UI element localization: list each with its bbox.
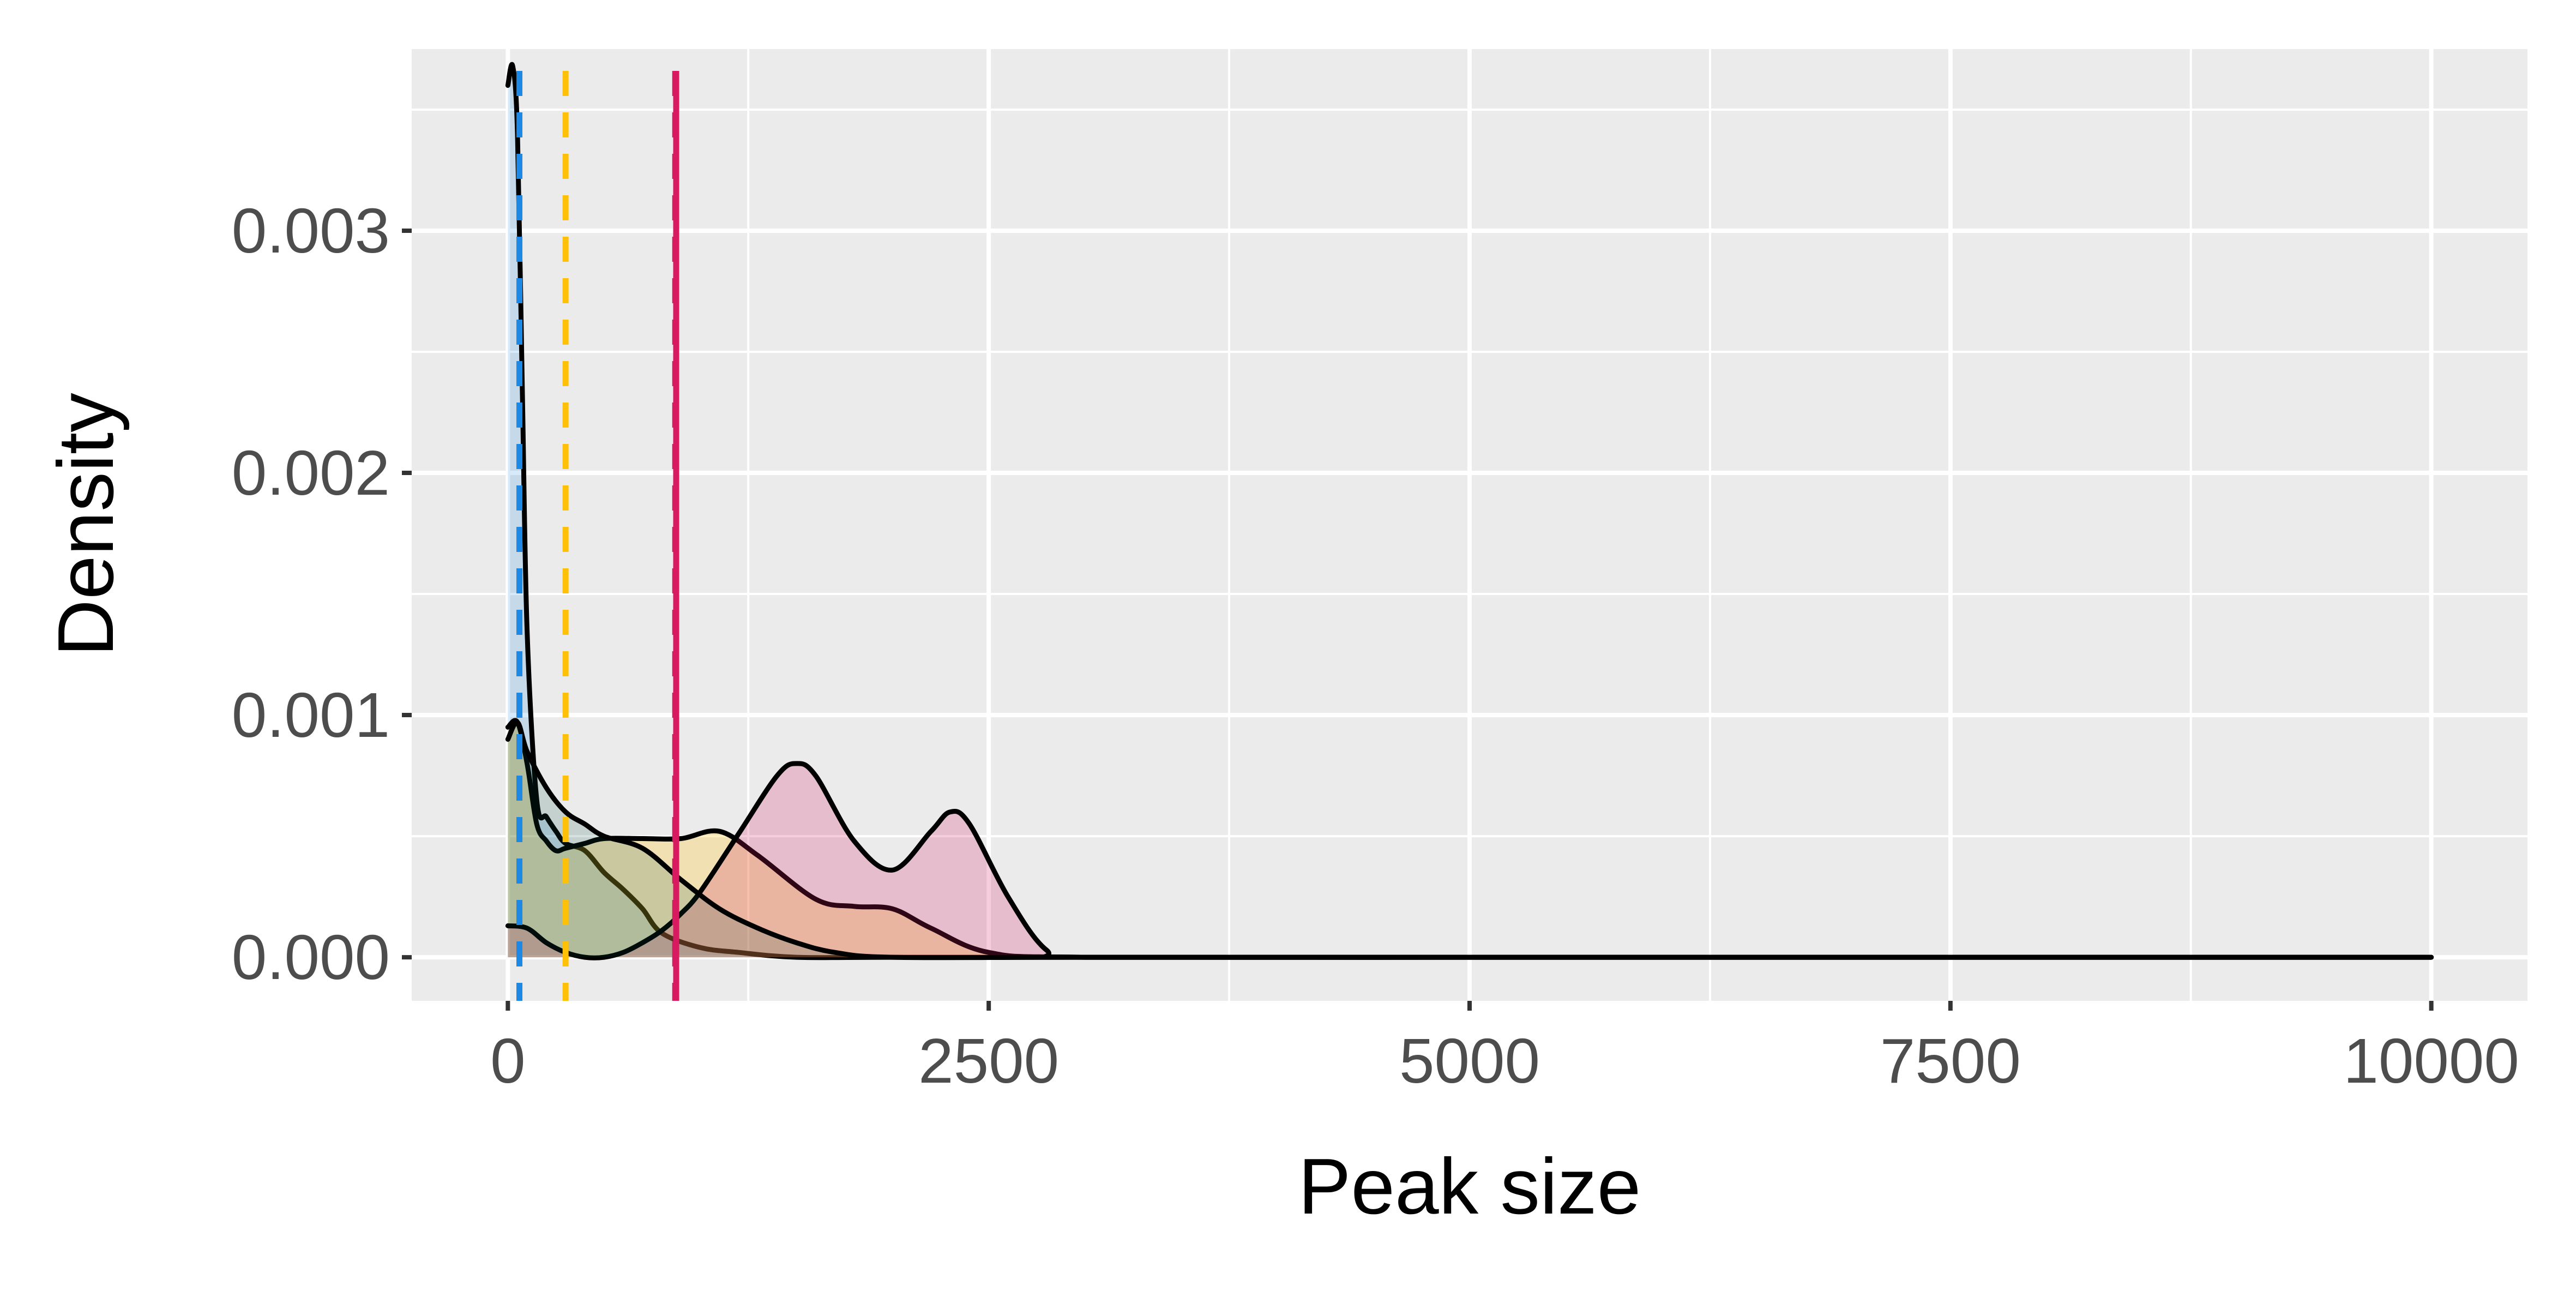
y-tick-label: 0.003 — [232, 195, 390, 266]
x-tick-label: 0 — [490, 1025, 526, 1096]
x-tick-label: 5000 — [1399, 1025, 1540, 1096]
x-tick-label: 2500 — [918, 1025, 1059, 1096]
axes: 0 2500 5000 7500 10000 0.000 0.001 0.002 0.003 — [232, 195, 2519, 1096]
reference-lines — [516, 71, 679, 1001]
density-line-4 — [505, 719, 2434, 960]
x-axis-title: Peak size — [1298, 1142, 1641, 1230]
y-tick-label: 0.001 — [232, 680, 390, 750]
density-area-2 — [508, 720, 2431, 958]
x-tick-label: 10000 — [2343, 1025, 2519, 1096]
density-series — [505, 62, 2434, 960]
x-tick-label: 7500 — [1880, 1025, 2021, 1096]
y-tick-label: 0.000 — [232, 922, 390, 993]
density-area-4 — [508, 722, 2431, 958]
density-area-3 — [508, 763, 2431, 958]
y-tick-label: 0.002 — [232, 437, 390, 508]
y-axis-title: Density — [41, 393, 130, 657]
